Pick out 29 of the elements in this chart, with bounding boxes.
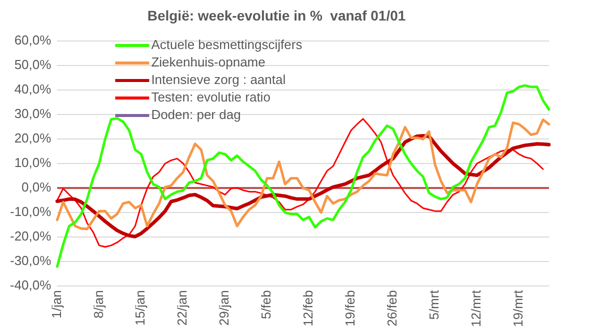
y-tick-label: -40,0% — [10, 278, 52, 293]
legend-label: Testen: evolutie ratio — [151, 90, 270, 105]
x-tick-label: 19/mrt — [510, 290, 526, 327]
chart-title: België: week-evolutie in % vanaf 01/01 — [147, 7, 406, 24]
x-tick-label: 5/feb — [258, 290, 274, 320]
x-tick-label: 1/jan — [48, 290, 64, 318]
x-tick-label: 19/feb — [342, 290, 358, 326]
x-tick-label: 12/feb — [300, 290, 316, 326]
y-tick-label: 20,0% — [14, 130, 52, 146]
y-tick-label: 10,0% — [14, 155, 52, 170]
y-tick-label: 40,0% — [14, 81, 52, 96]
x-tick-label: 5/mrt — [426, 290, 442, 320]
y-tick-label: 30,0% — [14, 106, 52, 121]
y-tick-label: 60,0% — [14, 32, 52, 48]
x-tick-label: 29/jan — [216, 290, 232, 326]
legend-label: Doden: per dag — [151, 107, 241, 122]
y-tick-label: 0,0% — [22, 180, 52, 195]
y-tick-label: -30,0% — [10, 253, 52, 268]
x-tick-label: 26/feb — [384, 290, 400, 326]
legend-label: Actuele besmettingscijfers — [151, 37, 303, 52]
x-tick-label: 8/jan — [90, 290, 106, 318]
x-tick-label: 15/jan — [132, 290, 148, 326]
y-tick-label: -20,0% — [10, 228, 52, 244]
x-tick-label: 22/jan — [174, 290, 190, 326]
legend-label: Ziekenhuis-opname — [151, 54, 266, 70]
y-tick-label: 50,0% — [14, 56, 52, 72]
legend-label: Intensieve zorg : aantal — [151, 72, 286, 88]
y-tick-label: -10,0% — [10, 204, 52, 220]
x-tick-label: 12/mrt — [468, 290, 484, 327]
